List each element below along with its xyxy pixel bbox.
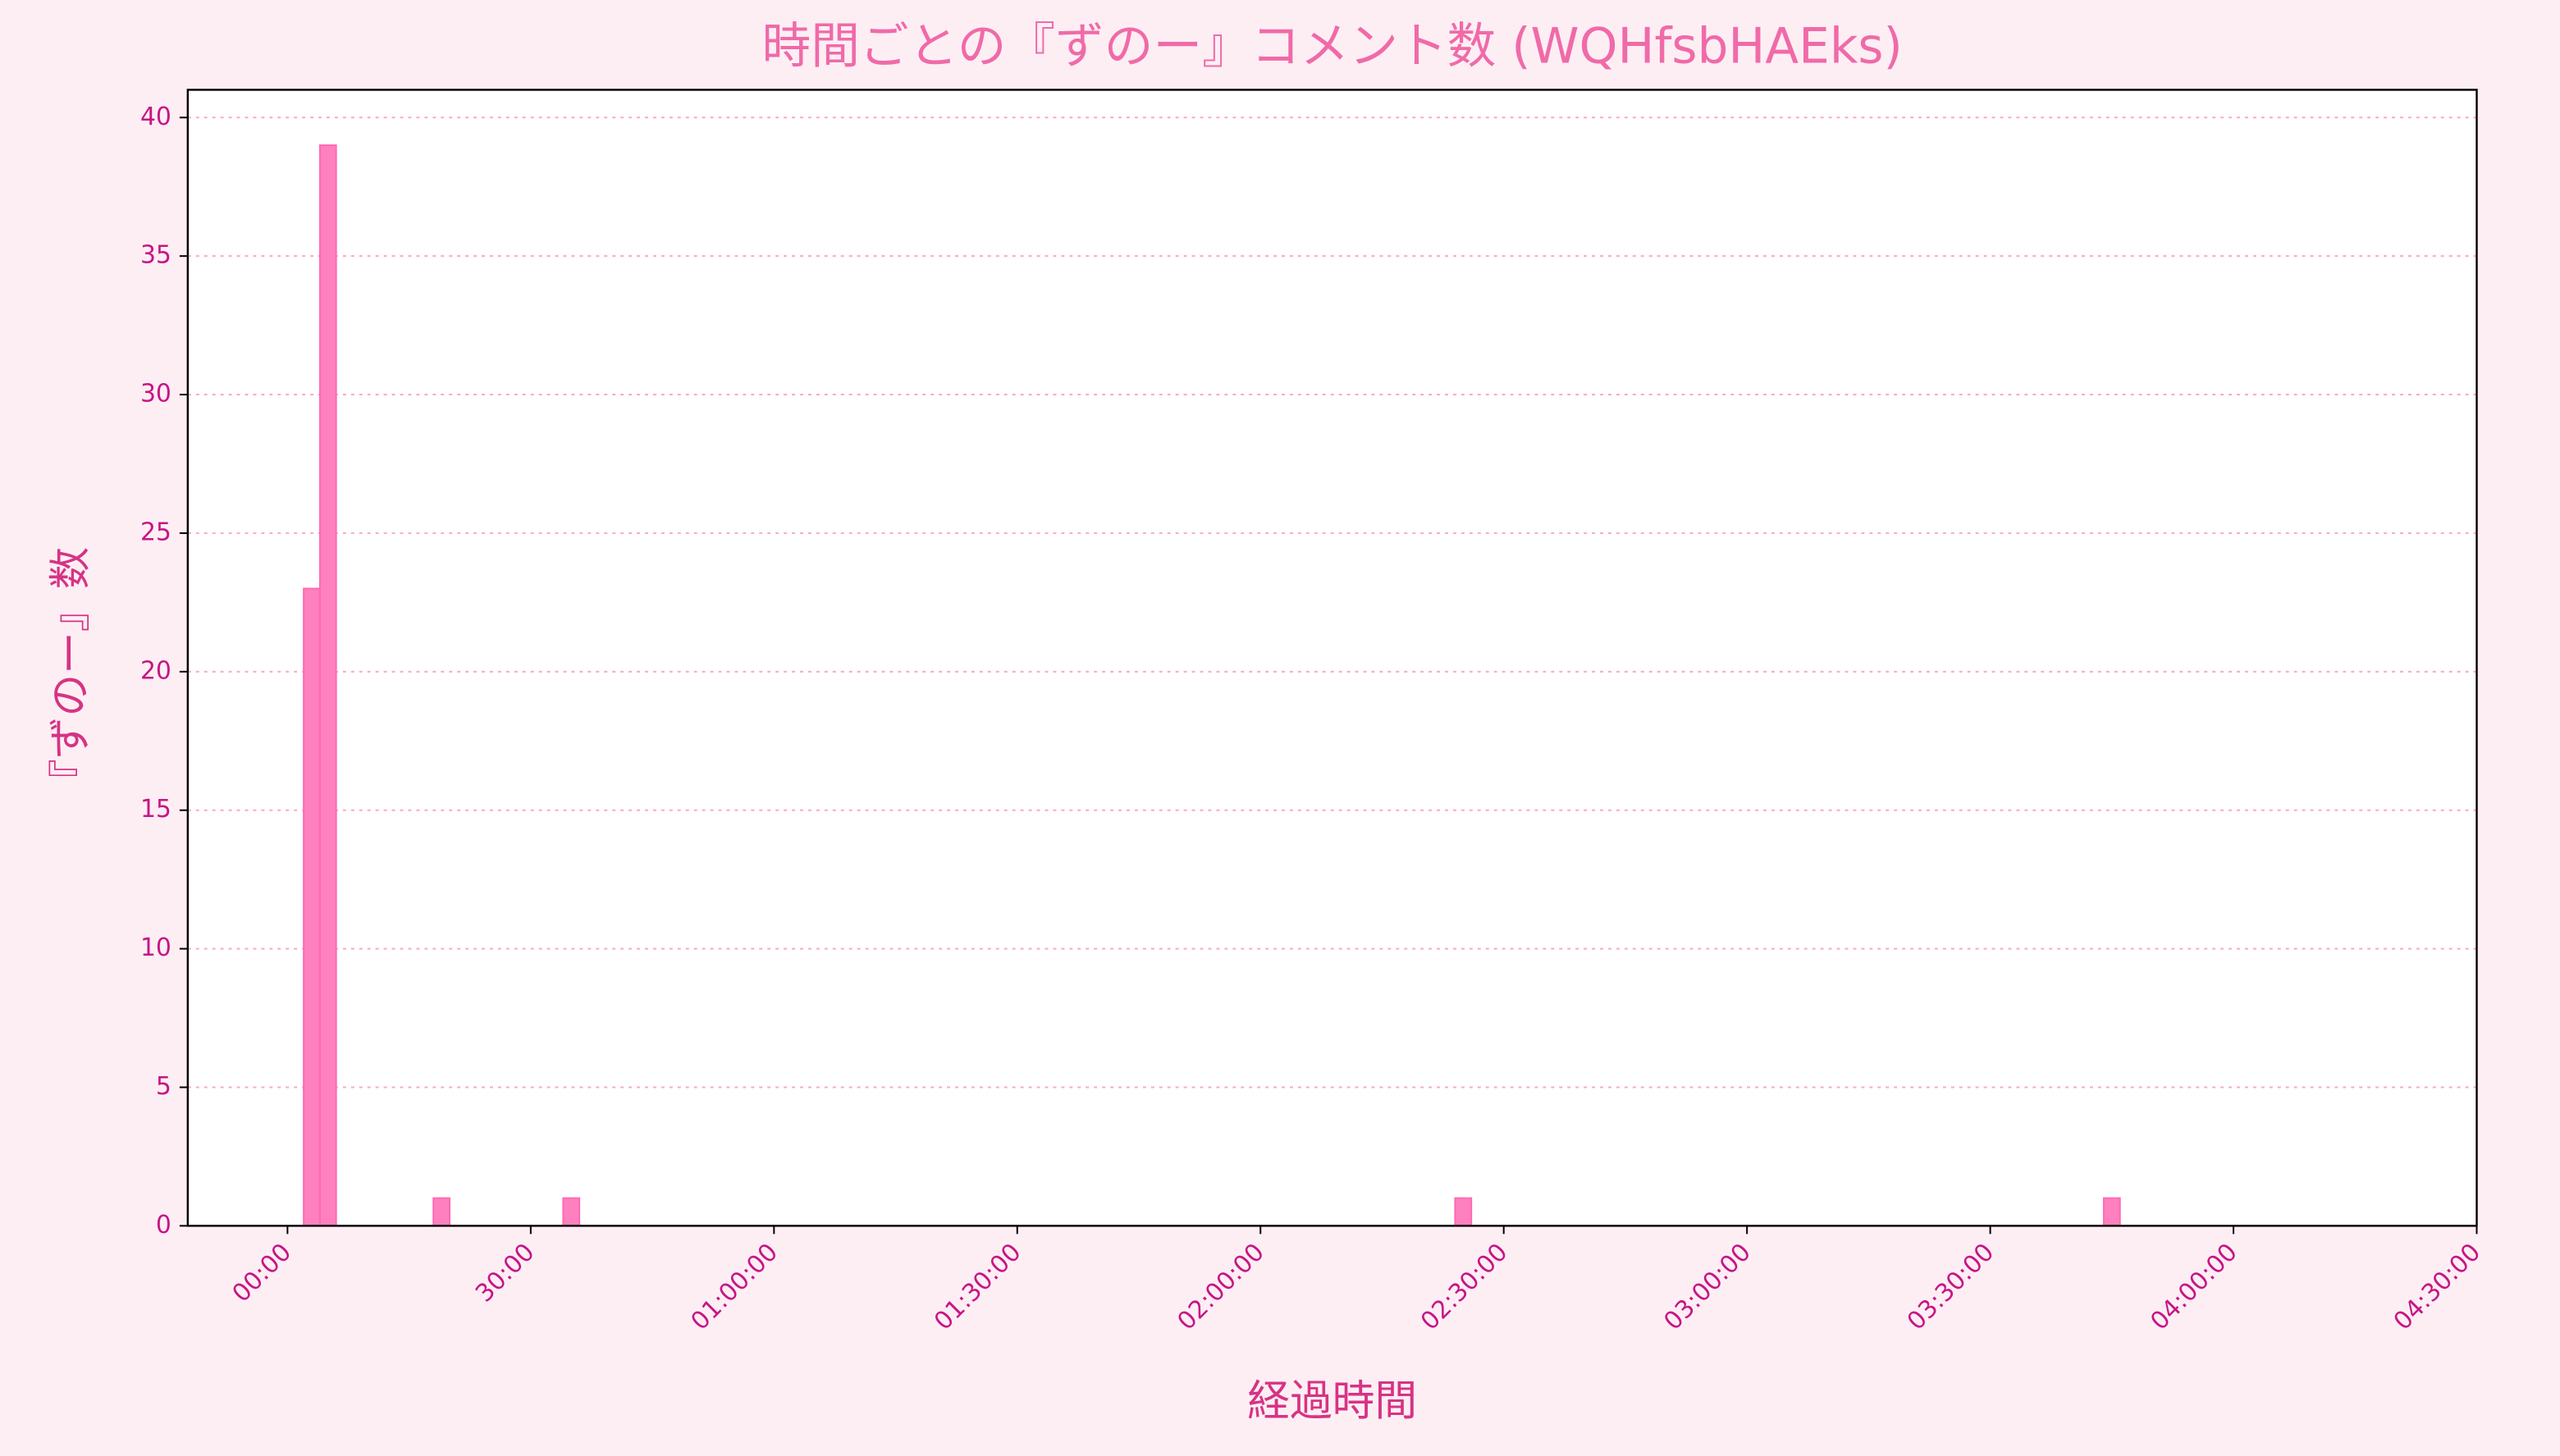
y-axis-label: 『ずのー』数: [47, 547, 96, 801]
y-tick-label: 15: [140, 795, 171, 824]
y-tick-label: 30: [140, 380, 171, 409]
grid: [187, 116, 2477, 1089]
y-tick-label: 40: [140, 103, 171, 131]
bar: [303, 587, 321, 1227]
plot-area: [187, 89, 2477, 1226]
y-tick-label: 0: [156, 1211, 171, 1239]
y-tick-label: 10: [140, 933, 171, 962]
x-axis-label: 経過時間: [1247, 1376, 1417, 1426]
bar: [1454, 1197, 1473, 1227]
bar: [318, 144, 337, 1227]
plot-frame: [186, 89, 2478, 1227]
y-tick-label: 20: [140, 656, 171, 685]
bar: [432, 1197, 451, 1227]
bar: [562, 1197, 581, 1227]
chart-title: 時間ごとの『ずのー』コメント数 (WQHfsbHAEks): [762, 18, 1903, 75]
y-tick-label: 5: [156, 1072, 171, 1101]
y-tick-label: 25: [140, 518, 171, 546]
y-tick-label: 35: [140, 241, 171, 270]
bar: [2102, 1197, 2121, 1227]
bars: [303, 144, 2121, 1227]
